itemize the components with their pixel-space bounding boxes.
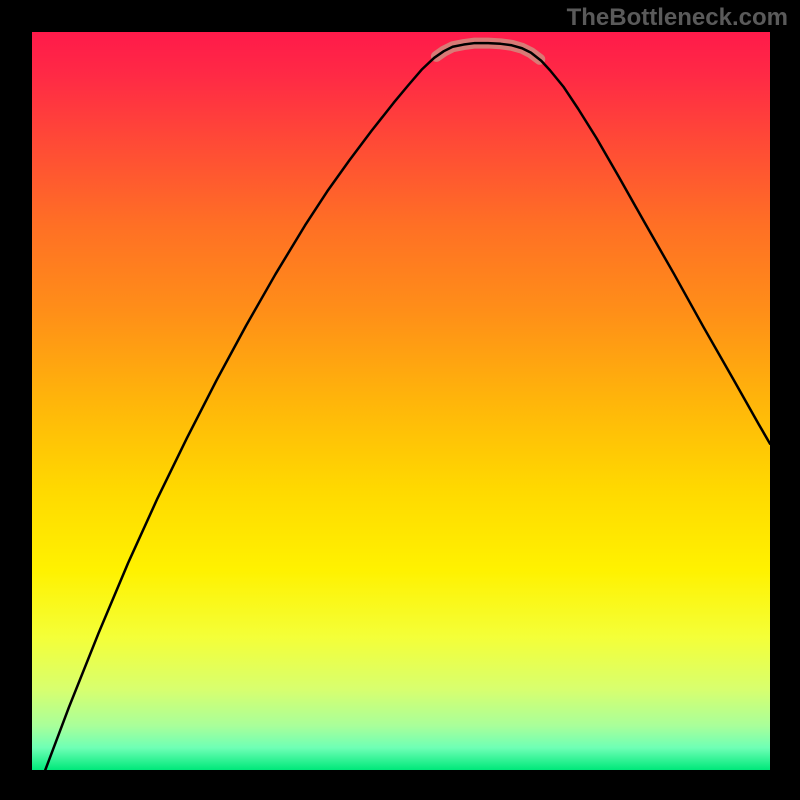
- bottleneck-curve-svg: [32, 32, 770, 770]
- plot-area: [32, 32, 770, 770]
- main-curve: [45, 43, 770, 770]
- watermark-text: TheBottleneck.com: [567, 4, 788, 32]
- highlight-segment: [436, 43, 539, 59]
